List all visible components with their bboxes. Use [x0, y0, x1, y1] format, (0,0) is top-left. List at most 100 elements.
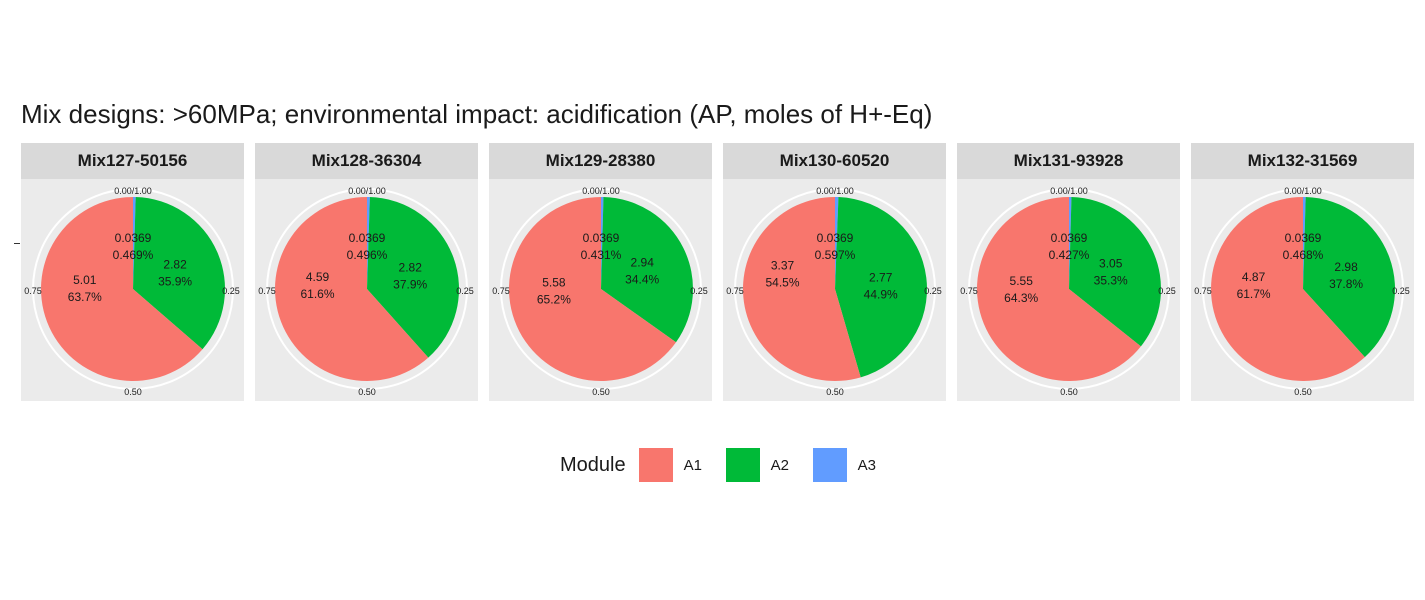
radial-tick-label: 0.00/1.00 [816, 186, 854, 196]
pie-slice-a1 [41, 197, 203, 381]
data-label-a1-percent: 65.2% [537, 292, 571, 306]
data-label-a2-percent: 37.8% [1329, 277, 1363, 291]
data-label-a3-value: 0.0369 [1285, 231, 1322, 245]
facet-plot-area: 0.0369 0.496% 2.82 37.9% 4.59 61.6% 0.00/1.00 0… [255, 179, 478, 401]
data-label-a2-value: 2.82 [163, 258, 187, 272]
data-label-a1-percent: 64.3% [1004, 291, 1038, 305]
data-label-a2-percent: 37.9% [393, 277, 427, 291]
data-label-a2-percent: 35.3% [1094, 274, 1128, 288]
radial-tick-label: 0.25 [690, 286, 708, 296]
facet-panel: Mix127-50156 0.0369 0.469% 2.82 35.9% 5.01 63.… [21, 143, 244, 401]
radial-tick-label: 0.25 [924, 286, 942, 296]
data-label-a3-value: 0.0369 [1051, 231, 1088, 245]
data-label-a2-percent: 34.4% [625, 273, 659, 287]
radial-tick-label: 0.75 [258, 286, 276, 296]
legend-item-a3: A3 [812, 448, 886, 482]
data-label-a2-percent: 35.9% [158, 275, 192, 289]
data-label-a1-value: 5.01 [73, 273, 97, 287]
pie-slice-a3 [835, 196, 839, 289]
pie-slice-a3 [367, 196, 370, 289]
data-label-a1-value: 3.37 [771, 259, 795, 273]
radial-tick-label: 0.00/1.00 [114, 186, 152, 196]
grid-ring [1202, 188, 1404, 390]
radial-tick-label: 0.50 [124, 387, 142, 397]
radial-tick-label: 0.75 [960, 286, 978, 296]
facet-strip-label: Mix128-36304 [255, 143, 478, 179]
data-label-a3-percent: 0.427% [1049, 248, 1090, 262]
pie-slice-a2 [601, 197, 694, 343]
facet-panel: Mix131-93928 0.0369 0.427% 3.05 35.3% 5.55 64.… [957, 143, 1180, 401]
legend-label-a2: A2 [770, 456, 789, 474]
radial-tick-label: 0.25 [1392, 286, 1410, 296]
legend-label-a3: A3 [857, 456, 876, 474]
facet-strip-label: Mix127-50156 [21, 143, 244, 179]
legend-item-a1: A1 [638, 448, 712, 482]
radial-tick-label: 0.00/1.00 [1284, 186, 1322, 196]
radial-tick-label: 0.50 [592, 387, 610, 397]
data-label-a3-percent: 0.469% [113, 248, 154, 262]
data-label-a3-value: 0.0369 [349, 231, 386, 245]
facet-plot-area: 0.0369 0.468% 2.98 37.8% 4.87 61.7% 0.00/1.00 0… [1191, 179, 1414, 401]
pie-slice-a1 [508, 196, 676, 381]
data-label-a3-value: 0.0369 [583, 231, 620, 245]
grid-ring [968, 188, 1170, 390]
pie-slice-a2 [835, 197, 928, 378]
radial-tick-label: 0.75 [492, 286, 510, 296]
data-label-a1-value: 4.87 [1242, 270, 1266, 284]
radial-tick-label: 0.25 [1158, 286, 1176, 296]
data-label-a1-value: 5.58 [542, 275, 566, 289]
facet-panel: Mix128-36304 0.0369 0.496% 2.82 37.9% 4.59 61.… [255, 143, 478, 401]
data-label-a1-value: 4.59 [306, 270, 330, 284]
pie-slice-a1 [1211, 197, 1365, 381]
pie-slice-a3 [1069, 196, 1072, 289]
radial-tick-label: 0.25 [222, 286, 240, 296]
legend-key-a2 [725, 448, 760, 482]
legend-key-a3 [812, 448, 847, 482]
pie-chart: 0.0369 0.469% 2.82 35.9% 5.01 63.7% 0.00/1.00 0… [24, 186, 240, 397]
data-label-a2-value: 2.94 [631, 256, 655, 270]
facet-plot-area: 0.0369 0.597% 2.77 44.9% 3.37 54.5% 0.00/1.00 0… [723, 179, 946, 401]
pie-slice-a2 [367, 197, 460, 358]
facet-strip-label: Mix132-31569 [1191, 143, 1414, 179]
data-label-a3-percent: 0.496% [347, 248, 388, 262]
pie-chart: 0.0369 0.431% 2.94 34.4% 5.58 65.2% 0.00/1.00 0… [492, 186, 708, 397]
radial-tick-label: 0.50 [358, 387, 376, 397]
radial-tick-label: 0.50 [1294, 387, 1312, 397]
data-label-a3-percent: 0.597% [815, 248, 856, 262]
legend: Module A1 A2 A3 [560, 448, 900, 482]
facet-strip-label: Mix131-93928 [957, 143, 1180, 179]
pie-slice-a1 [274, 196, 429, 381]
radial-tick-label: 0.75 [1194, 286, 1212, 296]
radial-tick-label: 0.75 [24, 286, 42, 296]
data-label-a2-value: 2.98 [1334, 260, 1358, 274]
grid-ring [500, 188, 702, 390]
facet-strip-label: Mix129-28380 [489, 143, 712, 179]
legend-label-a1: A1 [683, 456, 702, 474]
pie-slice-a1 [976, 196, 1141, 381]
grid-ring [266, 188, 468, 390]
grid-ring [32, 188, 234, 390]
data-label-a3-value: 0.0369 [115, 231, 152, 245]
chart-title: Mix designs: >60MPa; environmental impac… [21, 99, 933, 129]
facet-panel: Mix129-28380 0.0369 0.431% 2.94 34.4% 5.58 65.… [489, 143, 712, 401]
pie-slice-a3 [1303, 197, 1306, 289]
data-label-a1-percent: 63.7% [68, 290, 102, 304]
radial-tick-label: 0.50 [826, 387, 844, 397]
data-label-a1-percent: 61.7% [1237, 287, 1271, 301]
pie-slice-a2 [1069, 197, 1162, 347]
pie-chart: 0.0369 0.427% 3.05 35.3% 5.55 64.3% 0.00/1.00 0… [960, 186, 1176, 397]
pie-chart: 0.0369 0.468% 2.98 37.8% 4.87 61.7% 0.00/1.00 0… [1194, 186, 1410, 397]
pie-slice-a2 [1303, 197, 1396, 358]
pie-slice-a1 [742, 197, 861, 381]
pie-chart: 0.0369 0.496% 2.82 37.9% 4.59 61.6% 0.00/1.00 0… [258, 186, 474, 397]
radial-tick-label: 0.00/1.00 [1050, 186, 1088, 196]
pie-slice-a3 [601, 196, 604, 289]
legend-title: Module [560, 453, 626, 476]
legend-item-a2: A2 [725, 448, 799, 482]
facet-plot-area: 0.0369 0.431% 2.94 34.4% 5.58 65.2% 0.00/1.00 0… [489, 179, 712, 401]
facet-strip-label: Mix130-60520 [723, 143, 946, 179]
data-label-a3-percent: 0.431% [581, 248, 622, 262]
data-label-a2-value: 2.82 [399, 260, 423, 274]
data-label-a2-percent: 44.9% [864, 287, 898, 301]
